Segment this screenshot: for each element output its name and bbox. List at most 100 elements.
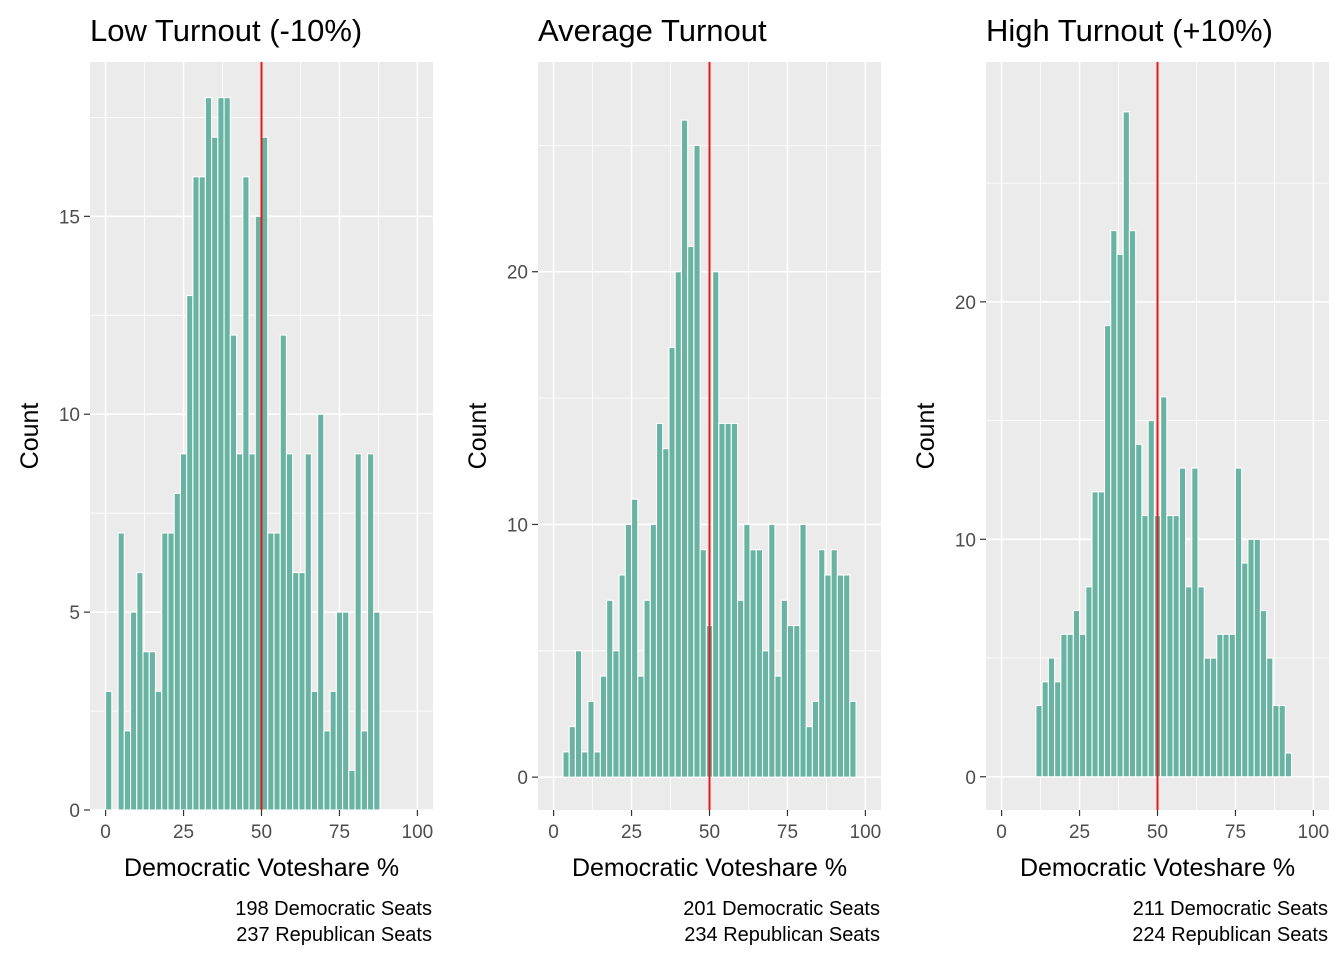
histogram-bar [154, 690, 163, 811]
histogram-bar [1122, 111, 1130, 778]
histogram-bar [354, 453, 362, 811]
x-tick-label: 75 [1225, 822, 1246, 843]
histogram-bar [774, 675, 782, 778]
histogram-bar [674, 271, 682, 778]
histogram-bar [161, 532, 169, 811]
x-tick-label: 50 [699, 822, 720, 843]
histogram-bar [242, 176, 250, 811]
histogram-bar [1284, 752, 1293, 778]
y-tick-label: 10 [955, 530, 976, 551]
histogram-bar [811, 700, 820, 778]
histogram-bar [1128, 230, 1137, 778]
histogram-bar [849, 700, 857, 778]
histogram-bar [217, 97, 225, 811]
histogram-bar [830, 549, 838, 778]
histogram-bar [1266, 657, 1274, 778]
histogram-bar [348, 769, 356, 811]
panel-2: 0 25 50 75 100 0 10 20 Average Turnout Democratic… [464, 13, 881, 946]
histogram-bar [204, 97, 213, 811]
histogram-bar [273, 532, 281, 811]
histogram-bar [148, 651, 157, 811]
histogram-bar [198, 176, 206, 811]
histogram-bar [1278, 704, 1286, 778]
histogram-bar [335, 611, 344, 811]
histogram-bar [1141, 514, 1149, 778]
histogram-bar [142, 651, 150, 811]
histogram-bar [1241, 562, 1249, 778]
histogram-bar [1135, 443, 1143, 778]
histogram-bar [298, 571, 306, 811]
y-axis-label: Count [464, 403, 492, 470]
histogram-bar [1035, 704, 1043, 778]
histogram-bar [1247, 538, 1255, 778]
caption-republican-seats: 224 Republican Seats [1132, 924, 1328, 946]
x-tick-label: 25 [1069, 822, 1090, 843]
chart-title: Average Turnout [538, 13, 767, 48]
caption-republican-seats: 237 Republican Seats [236, 924, 432, 946]
histogram-bar [329, 690, 337, 811]
histogram-bar [593, 751, 601, 778]
histogram-bar [105, 690, 113, 811]
histogram-bar [662, 448, 670, 778]
histogram-bar [1072, 609, 1081, 778]
histogram-bar [824, 574, 832, 778]
y-tick-label: 20 [507, 263, 528, 284]
histogram-bar [285, 453, 294, 811]
x-tick-label: 25 [173, 822, 194, 843]
x-tick-label: 100 [850, 822, 882, 843]
bar-series [105, 97, 381, 811]
histogram-bar [366, 453, 375, 811]
y-tick-label: 15 [59, 207, 80, 228]
histogram-bar [292, 571, 300, 811]
x-tick-label: 25 [621, 822, 642, 843]
histogram-bar [1272, 704, 1280, 778]
histogram-bar [223, 97, 231, 811]
histogram-bar [1216, 633, 1224, 778]
histogram-bar [743, 523, 751, 778]
histogram-bar [1185, 586, 1193, 778]
y-axis-label: Count [912, 403, 940, 470]
bar-series [562, 119, 857, 778]
histogram-bar [587, 700, 595, 778]
x-tick-label: 0 [100, 822, 111, 843]
histogram-bar [618, 574, 626, 778]
histogram-bar [612, 650, 620, 778]
histogram-bar [373, 611, 381, 811]
histogram-bar [818, 549, 826, 778]
x-tick-label: 100 [1298, 822, 1330, 843]
histogram-bar [267, 532, 275, 811]
histogram-bar [574, 650, 583, 778]
histogram-bar [606, 599, 614, 778]
histogram-bar [761, 650, 770, 778]
histogram-bar [129, 611, 138, 811]
histogram-bar [1085, 586, 1093, 778]
histogram-bar [279, 334, 287, 811]
caption-republican-seats: 234 Republican Seats [684, 924, 880, 946]
histogram-bar [1178, 467, 1187, 778]
histogram-bar [117, 532, 125, 811]
histogram-bar [1191, 467, 1199, 778]
histogram-bar [123, 730, 132, 811]
histogram-bar [167, 532, 175, 811]
histogram-bar [799, 523, 807, 778]
x-axis-label: Democratic Voteshare % [1020, 854, 1295, 882]
histogram-bar [655, 422, 664, 778]
histogram-bar [805, 726, 813, 778]
histogram-bar [1197, 586, 1205, 778]
x-tick-label: 75 [329, 822, 350, 843]
histogram-bar [1066, 633, 1074, 778]
histogram-bar [1054, 681, 1062, 778]
histogram-bar [624, 523, 633, 778]
histogram-bar [1103, 325, 1112, 778]
x-tick-label: 0 [996, 822, 1007, 843]
histogram-bar [1047, 657, 1056, 778]
histogram-bar [693, 144, 701, 778]
histogram-bar [730, 422, 739, 778]
caption-democratic-seats: 211 Democratic Seats [1133, 898, 1328, 920]
chart-title: High Turnout (+10%) [986, 13, 1273, 48]
histogram-bar [1078, 633, 1087, 778]
histogram-bar [749, 549, 757, 778]
bar-series [1035, 111, 1293, 778]
histogram-bar [1041, 681, 1049, 778]
